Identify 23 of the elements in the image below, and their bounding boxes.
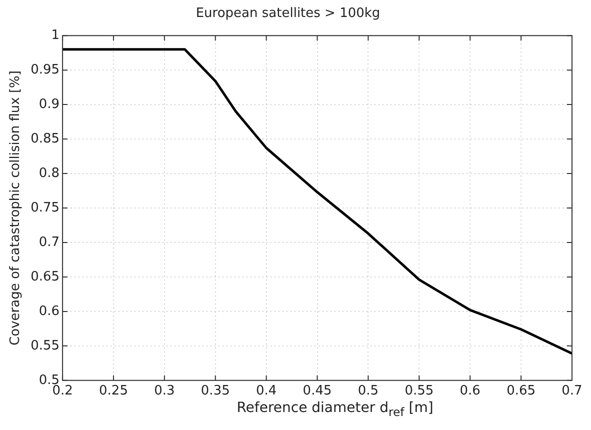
- x-tick-label: 0.65: [506, 384, 536, 399]
- x-tick-label: 0.45: [302, 384, 332, 399]
- x-tick-label: 0.7: [562, 384, 582, 399]
- x-tick-label: 0.35: [200, 384, 230, 399]
- y-tick-label: 0.75: [30, 200, 60, 216]
- y-tick-label: 0.65: [30, 269, 60, 284]
- y-tick-label: 0.9: [38, 96, 60, 112]
- x-tick-label: 0.5: [358, 384, 379, 399]
- chart-title: European satellites > 100kg: [196, 6, 380, 22]
- y-tick-label: 1: [51, 28, 60, 43]
- y-tick-label: 0.8: [38, 166, 60, 181]
- x-axis-title: Reference diameter d$_{ref}$ [m]: [236, 400, 434, 419]
- y-tick-label: 0.7: [38, 234, 60, 250]
- x-tick-label: 0.4: [256, 384, 277, 399]
- x-tick-label: 0.55: [404, 384, 434, 399]
- x-tick-label: 0.6: [460, 384, 480, 399]
- y-tick-label: 0.85: [30, 131, 60, 146]
- y-tick-label: 0.95: [30, 62, 60, 78]
- y-tick-label: 0.6: [38, 304, 60, 319]
- y-axis-title: Coverage of catastrophic collision flux [%]: [8, 70, 24, 346]
- x-tick-label: 0.25: [99, 384, 128, 399]
- x-tick-label: 0.3: [154, 384, 175, 399]
- y-tick-label: 0.55: [30, 338, 60, 354]
